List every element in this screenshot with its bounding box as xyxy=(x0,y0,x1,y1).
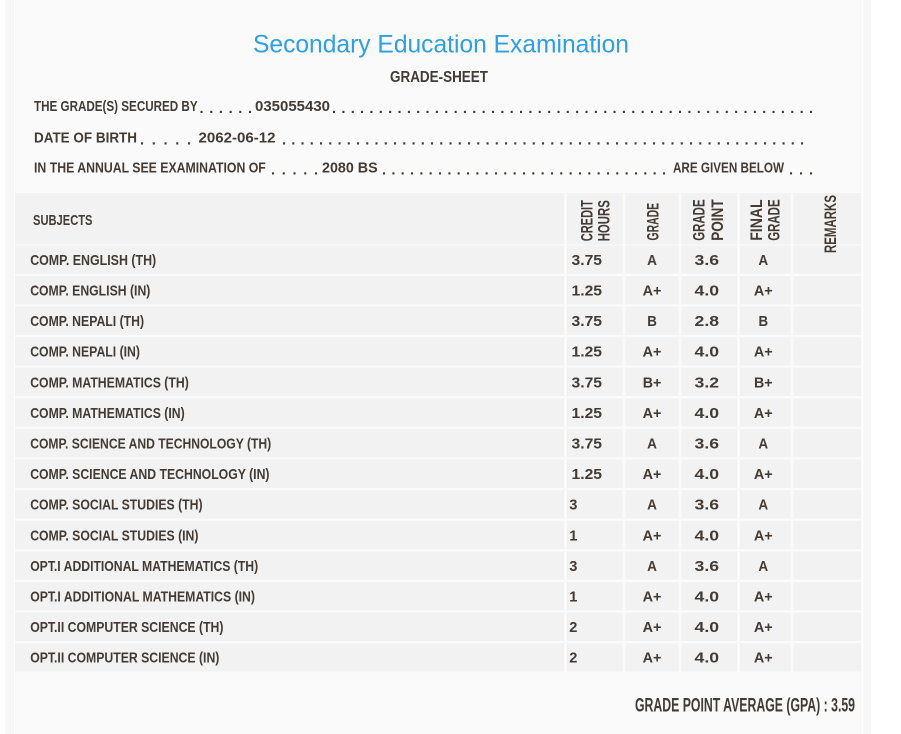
svg-text:POINT: POINT xyxy=(708,199,727,241)
svg-text:COMP. ENGLISH (TH): COMP. ENGLISH (TH) xyxy=(30,253,156,269)
svg-text:IN THE ANNUAL SEE EXAMINATION: IN THE ANNUAL SEE EXAMINATION OF xyxy=(34,161,266,177)
svg-text:A+: A+ xyxy=(754,620,773,636)
svg-text:A+: A+ xyxy=(643,651,662,667)
svg-text:. . . . .: . . . . . xyxy=(140,132,191,148)
svg-text:GRADE-SHEET: GRADE-SHEET xyxy=(390,69,488,86)
svg-text:A+: A+ xyxy=(643,467,662,483)
svg-text:3.75: 3.75 xyxy=(572,437,603,453)
svg-text:COMP. ENGLISH (IN): COMP. ENGLISH (IN) xyxy=(30,284,150,300)
svg-text:1.25: 1.25 xyxy=(572,467,603,483)
svg-text:3.75: 3.75 xyxy=(572,253,603,269)
svg-text:3.6: 3.6 xyxy=(695,498,720,514)
svg-text:A: A xyxy=(647,559,657,575)
svg-text:3.2: 3.2 xyxy=(695,375,720,391)
svg-text:A+: A+ xyxy=(754,345,773,361)
svg-text:SUBJECTS: SUBJECTS xyxy=(33,213,93,229)
svg-text:4.0: 4.0 xyxy=(695,620,720,636)
svg-text:A: A xyxy=(758,559,768,575)
svg-text:DATE OF BIRTH: DATE OF BIRTH xyxy=(34,131,137,147)
svg-text:3: 3 xyxy=(569,498,577,514)
svg-text:1.25: 1.25 xyxy=(572,406,603,422)
svg-text:3.6: 3.6 xyxy=(695,437,720,453)
svg-text:A: A xyxy=(647,437,657,453)
svg-text:A: A xyxy=(758,437,768,453)
svg-text:OPT.II COMPUTER SCIENCE (IN): OPT.II COMPUTER SCIENCE (IN) xyxy=(30,651,219,667)
svg-text:2: 2 xyxy=(569,620,577,636)
svg-text:ARE GIVEN BELOW: ARE GIVEN BELOW xyxy=(673,161,784,177)
svg-text:B+: B+ xyxy=(643,375,662,391)
svg-text:A: A xyxy=(758,498,768,514)
svg-text:3: 3 xyxy=(569,559,577,575)
svg-text:1.25: 1.25 xyxy=(572,284,603,300)
svg-text:. . . . .: . . . . . xyxy=(271,162,318,178)
svg-text:OPT.II COMPUTER SCIENCE (TH): OPT.II COMPUTER SCIENCE (TH) xyxy=(30,620,223,636)
svg-text:COMP. MATHEMATICS (IN): COMP. MATHEMATICS (IN) xyxy=(30,406,185,422)
svg-text:4.0: 4.0 xyxy=(695,590,720,606)
svg-text:OPT.I ADDITIONAL MATHEMATICS (: OPT.I ADDITIONAL MATHEMATICS (TH) xyxy=(30,559,258,575)
svg-text:GRADE: GRADE xyxy=(644,203,663,241)
svg-text:THE GRADE(S) SECURED BY: THE GRADE(S) SECURED BY xyxy=(34,99,198,115)
svg-text:4.0: 4.0 xyxy=(695,284,720,300)
svg-text:4.0: 4.0 xyxy=(695,406,720,422)
svg-text:A+: A+ xyxy=(643,620,662,636)
svg-text:1: 1 xyxy=(569,590,577,606)
svg-text:Secondary Education Examinatio: Secondary Education Examination xyxy=(253,31,629,59)
svg-text:A+: A+ xyxy=(754,590,773,606)
svg-text:A+: A+ xyxy=(643,284,662,300)
svg-text:3.6: 3.6 xyxy=(695,559,720,575)
svg-text:B: B xyxy=(647,314,657,330)
svg-text:. . . . . .: . . . . . . xyxy=(200,101,253,117)
svg-text:COMP. NEPALI (TH): COMP. NEPALI (TH) xyxy=(30,314,144,330)
svg-text:COMP. SOCIAL STUDIES (IN): COMP. SOCIAL STUDIES (IN) xyxy=(30,528,198,544)
svg-text:REMARKS: REMARKS xyxy=(821,195,840,253)
svg-text:GRADE: GRADE xyxy=(690,199,709,240)
svg-text:2.8: 2.8 xyxy=(695,314,720,330)
svg-text:A+: A+ xyxy=(643,345,662,361)
svg-text:4.0: 4.0 xyxy=(695,651,720,667)
svg-text:3.75: 3.75 xyxy=(572,375,603,391)
svg-text:. . . . . . . . . . . . . . .: . . . . . . . . . . . . . . . . . . . . … xyxy=(332,101,813,117)
svg-text:3.6: 3.6 xyxy=(695,253,720,269)
svg-text:2080 BS: 2080 BS xyxy=(322,161,378,177)
svg-text:A: A xyxy=(647,498,657,514)
svg-text:COMP. MATHEMATICS (TH): COMP. MATHEMATICS (TH) xyxy=(30,375,189,391)
svg-text:035055430: 035055430 xyxy=(255,99,330,115)
svg-text:. . . . . . . . . . . . . . .: . . . . . . . . . . . . . . . . . . . . … xyxy=(282,132,804,148)
svg-text:CREDIT: CREDIT xyxy=(578,200,597,242)
svg-text:A+: A+ xyxy=(754,651,773,667)
svg-text:B: B xyxy=(759,314,769,330)
svg-text:2: 2 xyxy=(569,651,577,667)
svg-text:COMP. SCIENCE AND TECHNOLOGY (: COMP. SCIENCE AND TECHNOLOGY (TH) xyxy=(30,437,271,453)
svg-text:4.0: 4.0 xyxy=(695,345,720,361)
svg-text:A+: A+ xyxy=(643,590,662,606)
svg-text:A: A xyxy=(647,253,657,269)
svg-text:. . . . . . . . . . . . . . .: . . . . . . . . . . . . . . . . . . . . … xyxy=(382,162,666,178)
svg-text:COMP. NEPALI (IN): COMP. NEPALI (IN) xyxy=(30,345,140,361)
svg-text:1: 1 xyxy=(569,528,577,544)
svg-text:GRADE POINT AVERAGE (GPA) : 3.: GRADE POINT AVERAGE (GPA) : 3.59 xyxy=(635,696,855,717)
svg-text:A+: A+ xyxy=(754,467,773,483)
svg-text:COMP. SCIENCE AND TECHNOLOGY (: COMP. SCIENCE AND TECHNOLOGY (IN) xyxy=(30,467,269,483)
svg-text:. . .: . . . xyxy=(789,162,813,178)
svg-text:COMP. SOCIAL STUDIES (TH): COMP. SOCIAL STUDIES (TH) xyxy=(30,498,203,514)
svg-text:A: A xyxy=(758,253,768,269)
svg-text:A+: A+ xyxy=(754,284,773,300)
svg-text:GRADE: GRADE xyxy=(765,199,784,240)
svg-text:A+: A+ xyxy=(754,528,773,544)
svg-text:A+: A+ xyxy=(754,406,773,422)
svg-text:4.0: 4.0 xyxy=(695,467,720,483)
svg-text:2062-06-12: 2062-06-12 xyxy=(199,131,276,147)
svg-text:1.25: 1.25 xyxy=(572,345,603,361)
svg-text:OPT.I ADDITIONAL MATHEMATICS (: OPT.I ADDITIONAL MATHEMATICS (IN) xyxy=(30,590,255,606)
svg-text:A+: A+ xyxy=(643,528,662,544)
svg-text:B+: B+ xyxy=(754,375,773,391)
svg-text:HOURS: HOURS xyxy=(595,200,614,241)
svg-text:A+: A+ xyxy=(643,406,662,422)
svg-text:4.0: 4.0 xyxy=(695,528,720,544)
svg-text:FINAL: FINAL xyxy=(747,199,766,240)
svg-text:3.75: 3.75 xyxy=(572,314,603,330)
